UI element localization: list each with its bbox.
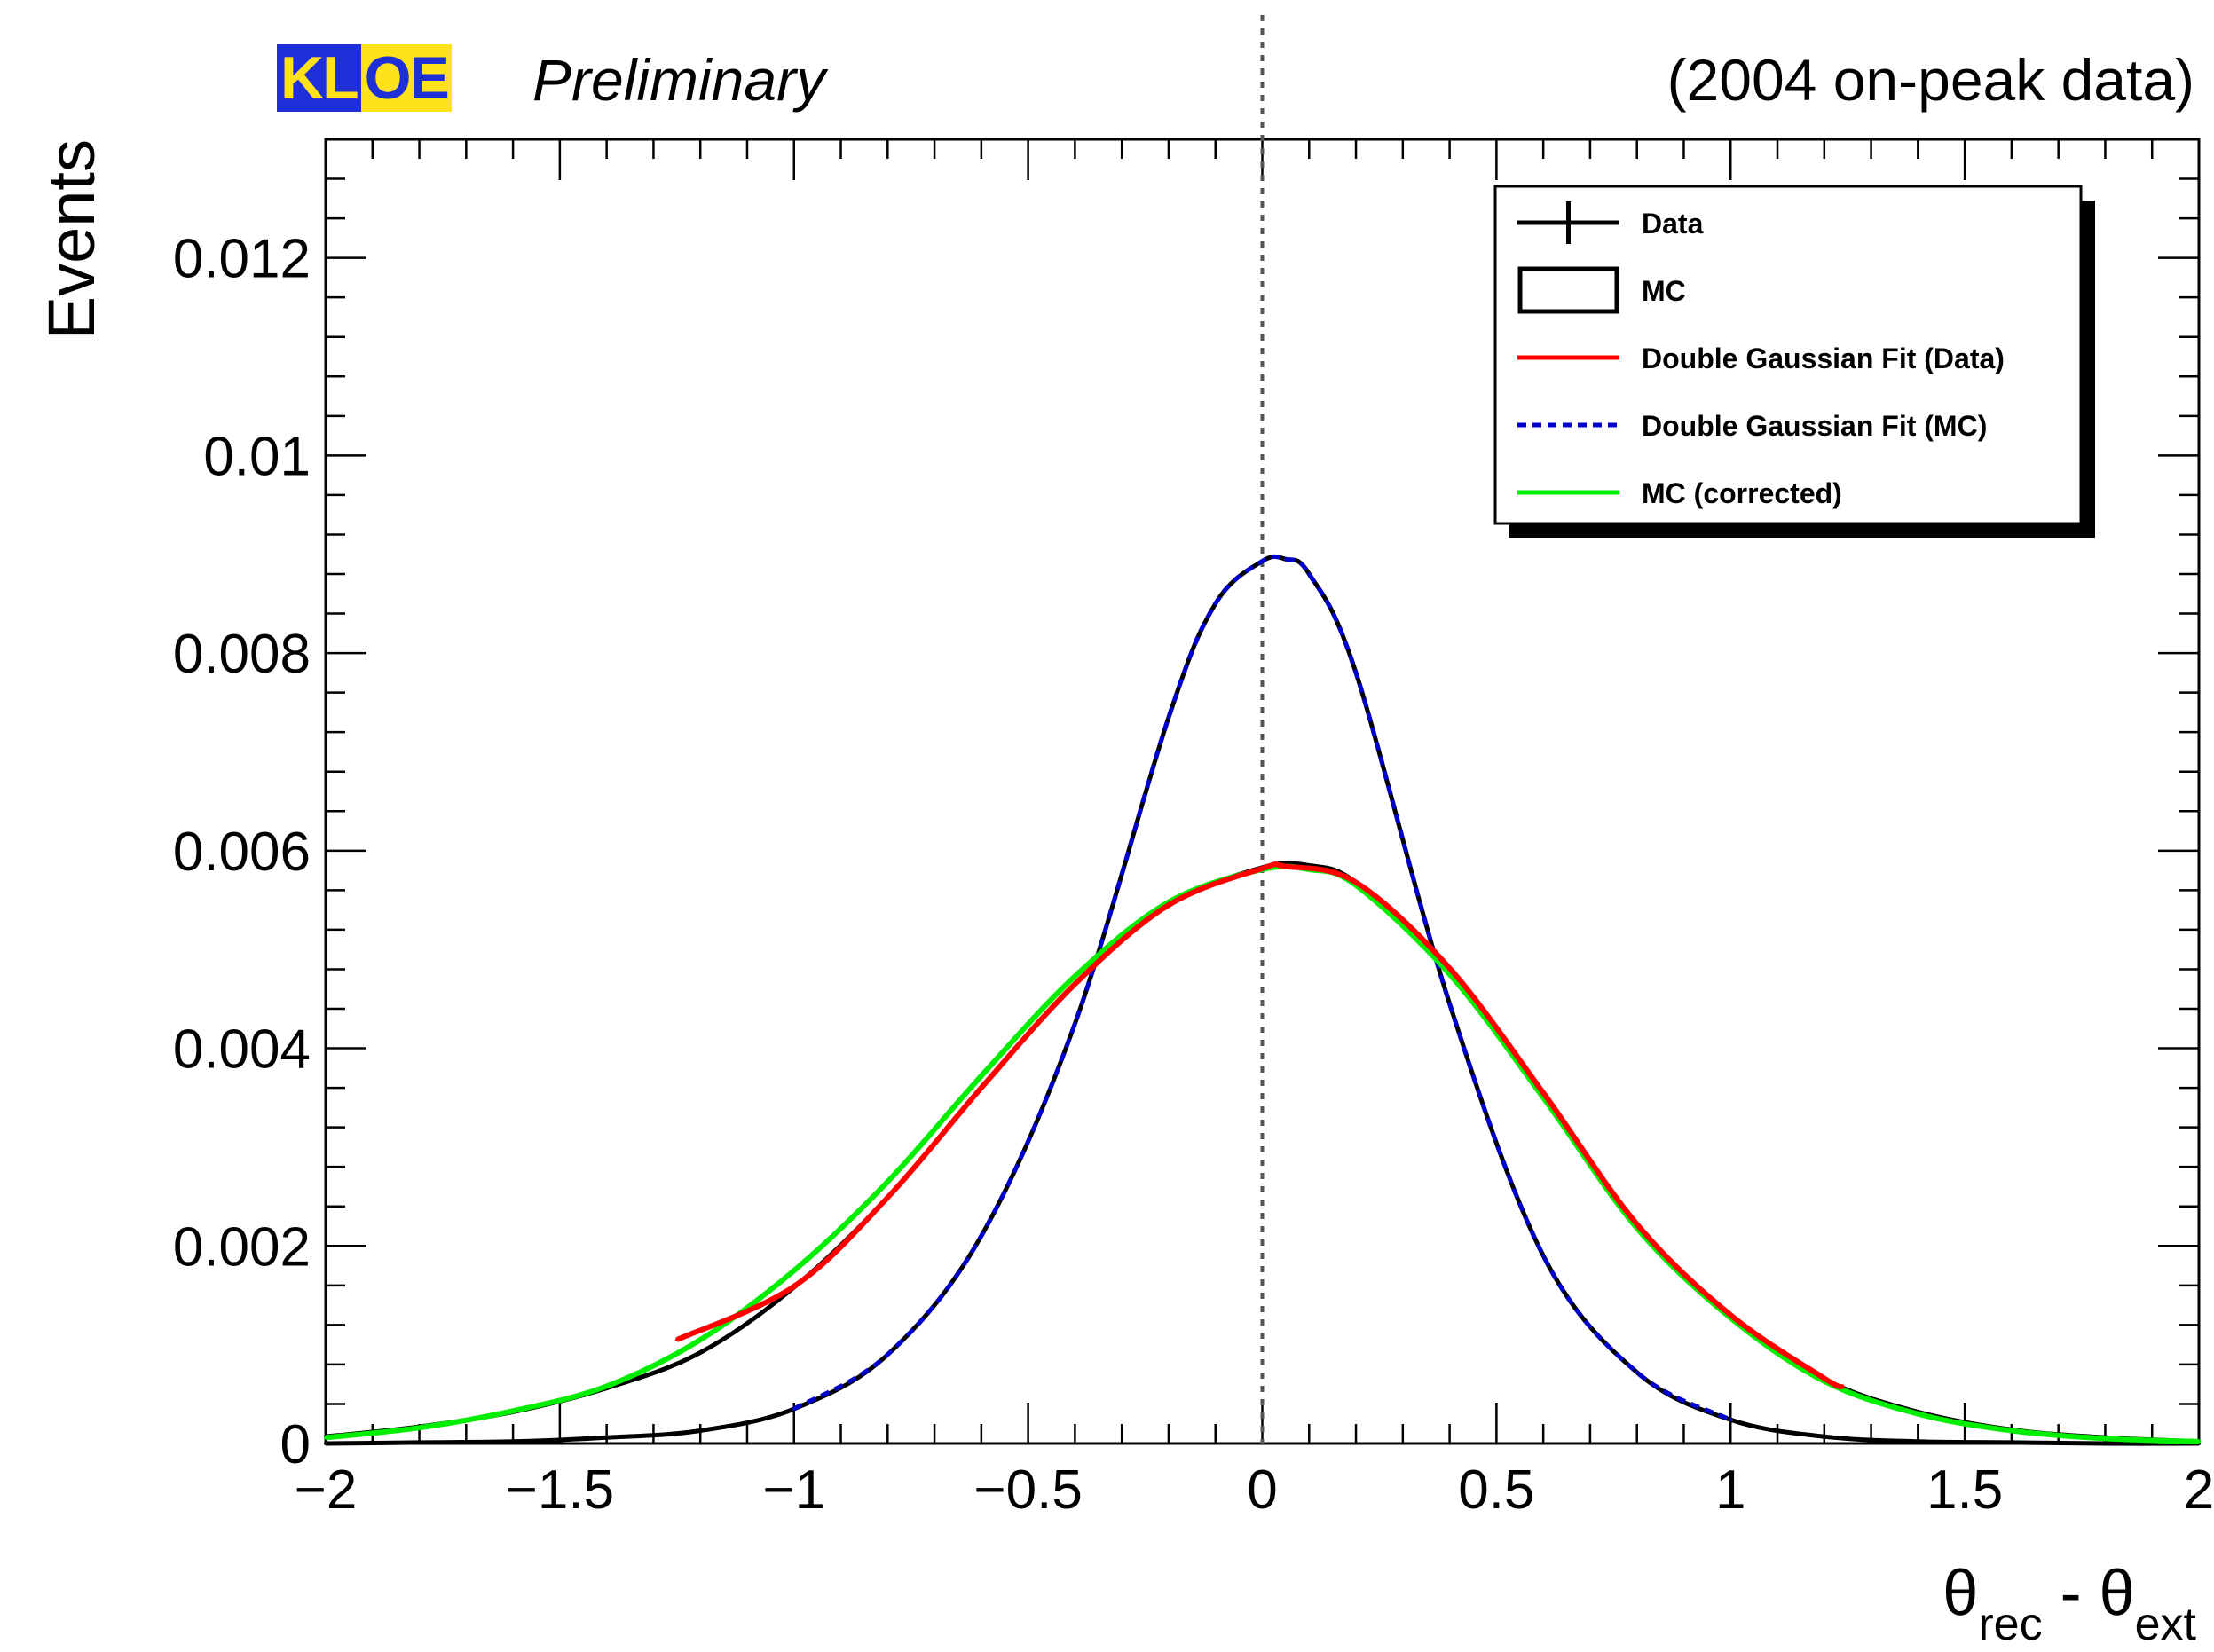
data-point xyxy=(1916,1412,1920,1416)
legend-symbol-mc xyxy=(1517,266,1619,314)
x-tick-label: 0.5 xyxy=(1458,1459,1534,1521)
x-tick-label: 2 xyxy=(2184,1459,2214,1521)
data-sample-label: (2004 on-peak data) xyxy=(1666,47,2194,113)
y-tick-label: 0 xyxy=(280,1414,311,1475)
data-point xyxy=(2009,1440,2013,1444)
legend-label: MC xyxy=(1642,275,1686,307)
y-tick-label: 0.004 xyxy=(173,1019,311,1081)
data-point xyxy=(1260,866,1265,870)
data-point xyxy=(1260,559,1265,563)
data-point xyxy=(979,1234,983,1239)
data-point xyxy=(979,1074,983,1078)
y-tick-label: 0.008 xyxy=(173,624,311,685)
data-point xyxy=(1354,880,1359,885)
data-point xyxy=(417,1426,422,1430)
data-point xyxy=(886,1179,890,1184)
legend-label: Double Gaussian Fit (MC) xyxy=(1642,410,1987,442)
data-point xyxy=(2009,1428,2013,1433)
data-point xyxy=(604,1436,609,1440)
x-tick-label: −2 xyxy=(295,1459,358,1521)
data-point xyxy=(1307,572,1312,576)
y-tick-label: 0.01 xyxy=(203,426,311,487)
data-point xyxy=(698,1428,703,1433)
x-tick-label: −1 xyxy=(762,1459,825,1521)
data-point xyxy=(1541,1090,1546,1095)
y-tick-label: 0.006 xyxy=(173,822,311,883)
data-point xyxy=(1541,1254,1546,1258)
data-point xyxy=(1073,982,1077,987)
legend: Data MC Double Gaussian Fit (Data) Double G… xyxy=(1493,185,2095,538)
data-point xyxy=(1213,602,1217,606)
data-point xyxy=(1916,1439,1920,1444)
preliminary-label: Preliminary xyxy=(532,47,826,113)
data-point xyxy=(1822,1376,1826,1381)
data-point xyxy=(792,1284,796,1288)
legend-label: Data xyxy=(1642,208,1704,240)
series-line-double-gaussian-fit-mc xyxy=(792,554,1732,1422)
data-point xyxy=(1447,1002,1452,1006)
data-point xyxy=(2197,1439,2201,1444)
axis-text-layer: −2 −1.5 −1 −0.5 0 0.5 1 1.5 2 0 0.002 0.004 0.006 0.0… xyxy=(35,139,2214,1650)
x-tick-label: 0 xyxy=(1247,1459,1277,1521)
data-point xyxy=(1635,1370,1639,1374)
data-point xyxy=(1729,1418,1733,1422)
x-axis-title-subscript: ext xyxy=(2135,1599,2197,1650)
data-point xyxy=(511,1409,516,1413)
kloe-logo-part2: OE xyxy=(360,44,452,112)
data-point xyxy=(1354,671,1359,675)
data-point xyxy=(1166,715,1170,720)
data-point xyxy=(2103,1436,2108,1441)
data-point xyxy=(886,1195,890,1200)
series-layer xyxy=(324,554,2201,1446)
data-point xyxy=(1822,1435,1826,1439)
data-point xyxy=(1283,557,1288,562)
data-point xyxy=(1166,903,1170,908)
tick-layer xyxy=(324,15,2201,1445)
data-point xyxy=(417,1440,422,1444)
x-axis-title-part: θ xyxy=(1942,1558,1978,1629)
x-axis-title-part: θ xyxy=(2100,1558,2135,1629)
y-axis-title: Events xyxy=(35,139,108,340)
x-axis-title-part: - xyxy=(2043,1558,2100,1629)
data-point xyxy=(792,1269,796,1273)
data-point xyxy=(1447,966,1452,971)
series-line-double-gaussian-fit-data xyxy=(675,861,1845,1390)
kloe-logo-part1: KL xyxy=(277,44,361,112)
data-point xyxy=(1635,1222,1639,1226)
data-point xyxy=(1840,1385,1845,1389)
kloe-logo-badge: KL OE xyxy=(277,44,452,112)
x-axis-title: θrec - θext xyxy=(1942,1558,2196,1650)
legend-label: Double Gaussian Fit (Data) xyxy=(1642,342,2005,374)
data-point xyxy=(1729,1313,1733,1318)
y-tick-label: 0.002 xyxy=(173,1216,311,1278)
data-point xyxy=(2103,1442,2108,1445)
data-point xyxy=(1283,864,1288,869)
data-point xyxy=(604,1384,609,1388)
data-point xyxy=(979,1086,983,1090)
legend-label: MC (corrected) xyxy=(1642,477,1842,509)
x-axis-title-subscript: rec xyxy=(1978,1599,2042,1650)
legend-box xyxy=(1493,185,2083,525)
data-point xyxy=(886,1352,890,1357)
data-point xyxy=(1073,974,1077,979)
data-point xyxy=(511,1439,516,1444)
data-point xyxy=(792,1407,796,1412)
y-tick-label: 0.012 xyxy=(173,229,311,290)
data-point xyxy=(1073,1021,1077,1026)
data-point xyxy=(698,1350,703,1355)
data-point xyxy=(324,1436,327,1440)
data-point xyxy=(1447,972,1452,977)
x-tick-label: −0.5 xyxy=(973,1459,1082,1521)
data-point xyxy=(698,1338,703,1342)
x-tick-label: 1.5 xyxy=(1926,1459,2003,1521)
x-tick-label: −1.5 xyxy=(506,1459,614,1521)
x-tick-label: 1 xyxy=(1715,1459,1745,1521)
data-point xyxy=(674,1338,679,1342)
data-point xyxy=(324,1442,327,1445)
